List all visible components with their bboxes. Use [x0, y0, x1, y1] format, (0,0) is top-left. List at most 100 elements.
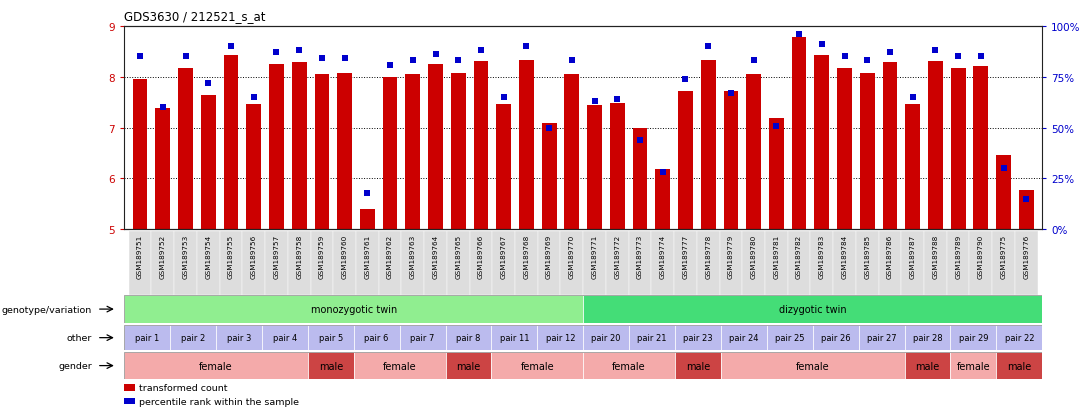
Bar — [813, 325, 859, 351]
Bar — [287, 231, 311, 295]
Text: genotype/variation: genotype/variation — [2, 305, 92, 314]
Text: pair 4: pair 4 — [273, 333, 297, 342]
Bar — [334, 231, 356, 295]
Text: GSM189774: GSM189774 — [660, 235, 665, 279]
Point — [517, 44, 535, 50]
Text: pair 23: pair 23 — [684, 333, 713, 342]
Bar — [721, 352, 905, 379]
Bar — [719, 231, 742, 295]
Text: pair 28: pair 28 — [913, 333, 942, 342]
Bar — [674, 231, 697, 295]
Point — [132, 54, 149, 61]
Bar — [447, 231, 470, 295]
Text: GSM189776: GSM189776 — [1023, 235, 1029, 279]
Bar — [246, 104, 261, 230]
Text: pair 24: pair 24 — [729, 333, 758, 342]
Bar — [497, 104, 511, 230]
Bar — [928, 62, 943, 230]
Bar — [224, 56, 239, 230]
Text: GSM189751: GSM189751 — [137, 235, 144, 279]
Bar — [860, 74, 875, 230]
Point — [768, 123, 785, 130]
Bar — [902, 231, 924, 295]
Bar — [124, 352, 308, 379]
Bar — [583, 325, 629, 351]
Bar — [491, 325, 538, 351]
Bar — [724, 92, 739, 230]
Point — [609, 97, 626, 103]
Bar — [905, 104, 920, 230]
Text: GSM189752: GSM189752 — [160, 235, 166, 279]
Bar — [583, 295, 1042, 323]
Bar — [400, 325, 446, 351]
Bar — [428, 65, 443, 230]
Point — [586, 99, 604, 105]
Point — [632, 137, 649, 144]
Bar — [721, 325, 767, 351]
Text: GSM189785: GSM189785 — [864, 235, 870, 279]
Bar — [124, 325, 171, 351]
Text: GSM189783: GSM189783 — [819, 235, 825, 279]
Bar — [354, 325, 400, 351]
Bar — [996, 156, 1011, 230]
Text: male: male — [686, 361, 710, 371]
Point — [336, 56, 353, 63]
Bar — [565, 75, 579, 230]
Bar — [583, 352, 675, 379]
Bar — [354, 352, 446, 379]
Text: female: female — [796, 361, 829, 371]
Point — [495, 95, 512, 101]
Bar — [993, 231, 1015, 295]
Point — [1017, 196, 1035, 202]
Bar — [1015, 231, 1038, 295]
Text: GSM189760: GSM189760 — [341, 235, 348, 279]
Bar — [356, 231, 379, 295]
Bar — [242, 231, 265, 295]
Bar — [382, 78, 397, 230]
Bar — [656, 170, 670, 230]
Text: GSM189762: GSM189762 — [387, 235, 393, 279]
Bar — [542, 124, 556, 230]
Text: GSM189764: GSM189764 — [432, 235, 438, 279]
Text: GSM189789: GSM189789 — [955, 235, 961, 279]
Bar — [124, 295, 583, 323]
Bar — [610, 104, 624, 230]
Point — [654, 170, 672, 176]
Point — [904, 95, 921, 101]
Bar — [156, 109, 171, 230]
Bar — [950, 352, 997, 379]
Bar — [810, 231, 833, 295]
Text: transformed count: transformed count — [139, 383, 228, 392]
Bar — [561, 231, 583, 295]
Bar — [473, 62, 488, 230]
Text: GSM189780: GSM189780 — [751, 235, 757, 279]
Bar — [787, 231, 810, 295]
Point — [881, 50, 899, 57]
Text: gender: gender — [58, 361, 92, 370]
Bar — [905, 325, 950, 351]
Point — [927, 48, 944, 55]
Text: dizygotic twin: dizygotic twin — [779, 304, 847, 314]
Point — [677, 76, 694, 83]
Text: pair 8: pair 8 — [456, 333, 481, 342]
Point — [245, 95, 262, 101]
Text: GSM189757: GSM189757 — [273, 235, 280, 279]
Text: pair 25: pair 25 — [775, 333, 805, 342]
Text: female: female — [199, 361, 233, 371]
Bar — [947, 231, 970, 295]
Bar — [174, 231, 197, 295]
Text: other: other — [67, 333, 92, 342]
Bar — [308, 325, 354, 351]
Text: GSM189777: GSM189777 — [683, 235, 688, 279]
Text: pair 1: pair 1 — [135, 333, 159, 342]
Text: male: male — [916, 361, 940, 371]
Text: pair 6: pair 6 — [364, 333, 389, 342]
Text: GSM189767: GSM189767 — [501, 235, 507, 279]
Text: GSM189778: GSM189778 — [705, 235, 711, 279]
Text: pair 2: pair 2 — [181, 333, 205, 342]
Bar — [492, 231, 515, 295]
Text: male: male — [319, 361, 342, 371]
Text: GSM189763: GSM189763 — [409, 235, 416, 279]
Bar — [678, 92, 693, 230]
Point — [972, 54, 989, 61]
